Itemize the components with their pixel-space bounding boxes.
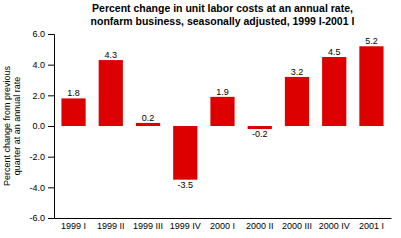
y-tick-mark xyxy=(48,157,54,158)
bar xyxy=(99,60,123,126)
y-tick-label: 2.0 xyxy=(32,91,45,101)
x-axis: 1999 I 1999 II 1999 III 1999 IV 2000 I 2000 I… xyxy=(55,219,392,232)
plot: -6.0-4.0-2.00.02.04.06.01999 I1999 II199… xyxy=(29,29,391,231)
x-tick-label: 2001 I xyxy=(359,221,384,231)
y-tick-mark xyxy=(48,126,54,127)
y-tick: -6.0 xyxy=(29,213,54,223)
bar xyxy=(210,97,234,126)
data-label: 4.3 xyxy=(105,50,118,60)
data-label: 1.8 xyxy=(67,88,80,98)
axis-domain xyxy=(55,218,392,219)
bar xyxy=(322,57,346,126)
y-tick-mark xyxy=(48,95,54,96)
x-tick: 2000 III xyxy=(282,221,312,231)
y-tick-label: -6.0 xyxy=(29,213,45,223)
y-tick: 2.0 xyxy=(32,91,54,101)
data-label: -0.2 xyxy=(252,129,268,139)
x-tick-label: 2000 III xyxy=(282,221,312,231)
bar xyxy=(359,46,383,126)
y-axis: -6.0 -4.0 -2.0 0.0 2.0 4.0 6.0 xyxy=(29,29,54,223)
x-tick: 1999 II xyxy=(97,221,125,231)
data-label: 1.9 xyxy=(216,87,229,97)
bar xyxy=(61,98,85,126)
y-tick: 4.0 xyxy=(32,60,54,70)
axis-domain xyxy=(48,35,55,219)
x-tick-label: 1999 II xyxy=(97,221,125,231)
data-label: 0.2 xyxy=(142,113,155,123)
x-tick-label: 2000 IV xyxy=(319,221,350,231)
y-tick: 0.0 xyxy=(32,121,54,131)
x-tick-label: 2000 II xyxy=(246,221,274,231)
x-tick: 1999 I xyxy=(61,221,86,231)
bar xyxy=(285,77,309,126)
x-tick: 2000 I xyxy=(210,221,235,231)
y-tick-mark xyxy=(48,34,54,35)
y-tick-label: 6.0 xyxy=(32,29,45,39)
y-tick: -4.0 xyxy=(29,183,54,193)
x-tick: 1999 III xyxy=(133,221,163,231)
data-label: 5.2 xyxy=(365,36,378,46)
y-tick-mark xyxy=(48,65,54,66)
chart: -6.0-4.0-2.00.02.04.06.01999 I1999 II199… xyxy=(0,0,401,238)
x-tick-label: 2000 I xyxy=(210,221,235,231)
bar xyxy=(173,126,197,180)
bars xyxy=(61,46,383,179)
x-tick: 1999 IV xyxy=(170,221,201,231)
y-tick-mark xyxy=(48,187,54,188)
data-label: 3.2 xyxy=(291,67,304,77)
x-tick-label: 1999 IV xyxy=(170,221,201,231)
x-tick: 2000 II xyxy=(246,221,274,231)
bar xyxy=(136,123,160,126)
y-tick-label: -2.0 xyxy=(29,152,45,162)
y-axis-title: Percent change from previousquarter at a… xyxy=(2,65,22,186)
data-label: -3.5 xyxy=(178,180,194,190)
x-tick: 2000 IV xyxy=(319,221,350,231)
x-tick: 2001 I xyxy=(359,221,384,231)
x-tick-label: 1999 I xyxy=(61,221,86,231)
y-tick: 6.0 xyxy=(32,29,54,39)
background xyxy=(0,0,401,238)
title: Percent change in unit labor costs at an… xyxy=(91,2,355,27)
y-tick-label: 4.0 xyxy=(32,60,45,70)
y-tick-label: -4.0 xyxy=(29,183,45,193)
y-tick-mark xyxy=(48,218,54,219)
x-tick-label: 1999 III xyxy=(133,221,163,231)
y-tick: -2.0 xyxy=(29,152,54,162)
y-tick-label: 0.0 xyxy=(32,121,45,131)
data-labels: 1.8 4.3 0.2 -3.5 1.9 -0.2 3.2 4.5 5.2 xyxy=(67,36,377,190)
data-label: 4.5 xyxy=(328,47,341,57)
